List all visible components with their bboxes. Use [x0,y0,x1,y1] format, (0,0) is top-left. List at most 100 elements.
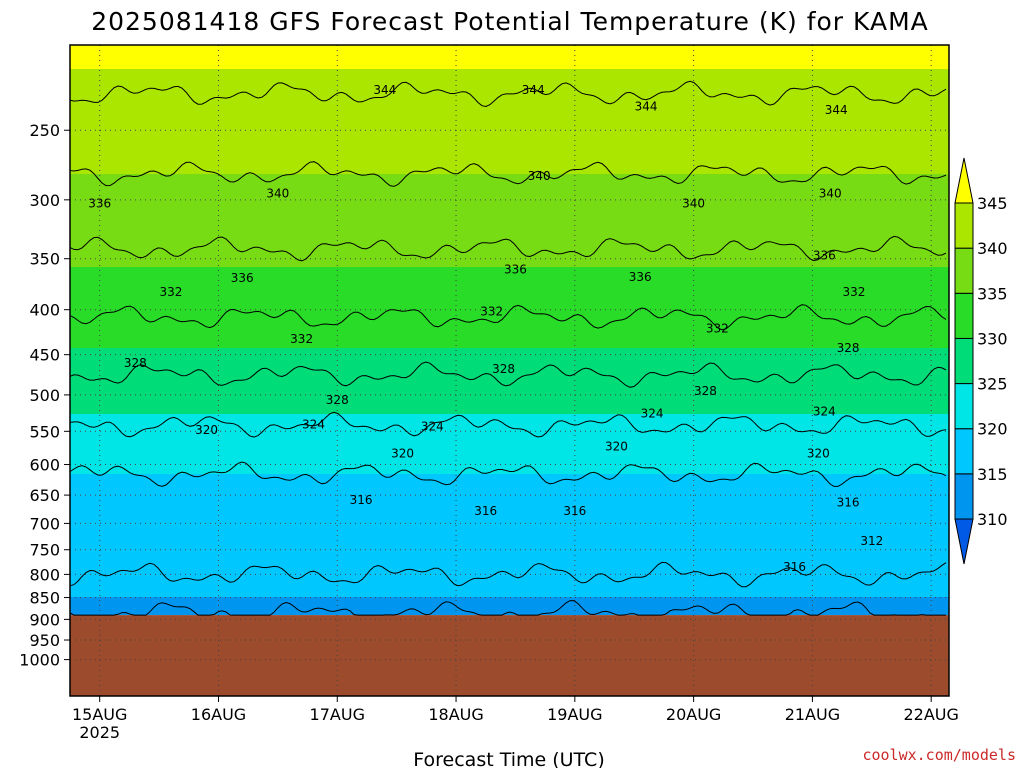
contour-label: 324 [813,404,836,418]
shade-band [70,165,949,169]
shade-band [70,339,949,343]
shade-band [70,294,949,298]
shade-band [70,366,949,370]
contour-label: 324 [421,419,444,433]
credit-link[interactable]: coolwx.com/models [862,746,1016,764]
contour-lines [69,80,947,616]
contour-label: 328 [326,393,349,407]
shade-band [70,501,949,505]
shade-band [70,222,949,226]
shade-band [70,282,949,286]
shade-band [70,210,949,214]
contour-label: 320 [605,439,628,453]
shade-band [70,177,949,181]
x-tick-label: 22AUG [903,705,958,724]
colorbar-label: 340 [977,239,1008,258]
shade-band [70,240,949,244]
shade-band [70,162,949,166]
contour-label: 312 [860,534,883,548]
shade-band [70,315,949,319]
shade-band [70,408,949,412]
shade-band [70,423,949,427]
shade-band [70,390,949,394]
y-tick-label: 550 [29,422,60,441]
shade-band [70,174,949,178]
shade-band [70,333,949,337]
contour-line [69,161,947,187]
shade-band [70,588,949,592]
y-tick-label: 800 [29,565,60,584]
shade-band [70,576,949,580]
y-tick-label: 900 [29,610,60,629]
colorbar-segment [954,292,974,339]
shade-band [70,516,949,520]
shade-band [70,171,949,175]
shade-band [70,612,949,616]
y-tick-label: 700 [29,514,60,533]
contour-label: 344 [522,83,545,97]
colorbar-label: 325 [977,375,1008,394]
shade-band [70,597,949,601]
colorbar-bottom-arrow [954,518,974,565]
contour-line [69,304,947,331]
contour-line [69,411,947,438]
shade-band [70,393,949,397]
colorbar-segment [954,247,974,294]
colorbar: 310 315 320 325 330 335 340 345 [954,157,1008,565]
shade-band [70,531,949,535]
shade-band [70,273,949,277]
y-tick-label: 250 [29,121,60,140]
contour-label: 332 [480,305,503,319]
shade-band [70,255,949,259]
x-tick-sublabel: 2025 [79,723,120,742]
shade-band [70,135,949,139]
shade-band [70,462,949,466]
shade-band [70,186,949,190]
shade-band [70,570,949,574]
shade-band [70,285,949,289]
shade-band [70,117,949,121]
shade-band [70,267,949,271]
shade-band [70,60,949,64]
y-tick-label: 400 [29,301,60,320]
shade-band [70,369,949,373]
contour-label: 336 [504,262,527,276]
shade-band [70,402,949,406]
shade-band [70,93,949,97]
shade-band [70,540,949,544]
shade-band [70,609,949,613]
shade-band [70,429,949,433]
shade-band [70,258,949,262]
shade-band [70,90,949,94]
shade-band [70,156,949,160]
shade-band [70,204,949,208]
shade-band [70,405,949,409]
y-tick-label: 950 [29,631,60,650]
shade-band [70,495,949,499]
shade-band [70,357,949,361]
shade-band [70,51,949,55]
contour-line [69,561,947,588]
contour-line [69,461,947,487]
shade-band [70,54,949,58]
contour-label: 316 [563,504,586,518]
contour-line [69,80,947,108]
shade-band [70,561,949,565]
chart-title: 2025081418 GFS Forecast Potential Temper… [91,7,929,36]
shade-band [70,468,949,472]
shade-band [70,552,949,556]
shade-band [70,327,949,331]
shade-band [70,354,949,358]
x-tick-label: 19AUG [547,705,602,724]
shade-band [70,99,949,103]
contour-label: 328 [124,356,147,370]
contour-label: 344 [373,83,396,97]
shade-band [70,549,949,553]
shade-band [70,591,949,595]
contour-line [69,235,947,262]
contour-label: 320 [807,447,830,461]
shade-band [70,216,949,220]
shade-band [70,555,949,559]
